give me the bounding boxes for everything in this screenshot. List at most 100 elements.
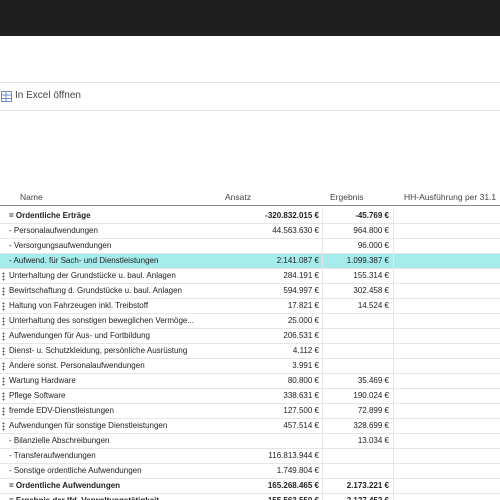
cell: 35.469 € (357, 376, 389, 385)
table-row[interactable]: Unterhaltung der Grundstücke u. baul. An… (0, 269, 500, 284)
cell: Pflege Software (9, 391, 66, 400)
cell: = Ergebnis der lfd. Verwaltungstätigkeit (9, 494, 221, 500)
column-divider (393, 314, 394, 329)
column-divider (322, 239, 323, 254)
cell: - Sonstige ordentliche Aufwendungen (9, 466, 142, 475)
column-divider (393, 344, 394, 359)
cell: Wartung Hardware (9, 376, 76, 385)
cell: 302.458 € (353, 286, 389, 295)
column-divider (393, 419, 394, 434)
cell: 1.749.804 € (276, 466, 319, 475)
column-header[interactable]: Ergebnis (330, 192, 364, 202)
column-divider (322, 374, 323, 389)
column-divider (393, 254, 394, 269)
column-divider (322, 224, 323, 239)
table-row[interactable]: = Ergebnis der lfd. Verwaltungstätigkeit… (0, 494, 500, 500)
table-row[interactable]: Andere sonst. Personalaufwendungen 3.991 … (0, 359, 500, 374)
drag-handle[interactable] (2, 362, 5, 371)
column-header[interactable]: Ansatz (225, 192, 251, 202)
header-divider (0, 205, 500, 206)
column-divider (322, 284, 323, 299)
cell: Aufwendungen für sonstige Dienstleistung… (9, 421, 168, 430)
table-row[interactable]: - Sonstige ordentliche Aufwendungen 1.749… (0, 464, 500, 479)
cell: 338.631 € (283, 391, 319, 400)
drag-handle[interactable] (2, 302, 5, 311)
cell: 155.314 € (353, 271, 389, 280)
table-row[interactable]: Unterhaltung des sonstigen beweglichen V… (0, 314, 500, 329)
table-row[interactable]: - Bilanzielle Abschreibungen 13.034 € (0, 434, 500, 449)
column-divider (393, 479, 394, 494)
column-divider (393, 374, 394, 389)
cell: 2.173.221 € (346, 481, 389, 490)
drag-handle[interactable] (2, 392, 5, 401)
table-row[interactable]: - Aufwend. für Sach- und Dienstleistunge… (0, 254, 500, 269)
excel-button[interactable]: In Excel öffnen (0, 89, 200, 105)
drag-handle[interactable] (2, 422, 5, 431)
table-row[interactable]: Aufwendungen für sonstige Dienstleistung… (0, 419, 500, 434)
cell: - Personalaufwendungen (9, 226, 98, 235)
divider (0, 110, 500, 111)
column-divider (393, 404, 394, 419)
column-divider (393, 269, 394, 284)
column-divider (322, 479, 323, 494)
cell: 13.034 € (357, 436, 389, 445)
excel-icon (1, 91, 12, 102)
cell: 14.524 € (357, 301, 389, 310)
cell: Dienst- u. Schutzkleidung, persönliche A… (9, 346, 188, 355)
cell: 2.127.452 € (325, 494, 389, 500)
table-row[interactable]: - Versorgungsaufwendungen 96.000 € (0, 239, 500, 254)
table-row[interactable]: Wartung Hardware 80.800 € 35.469 € (0, 374, 500, 389)
table-row[interactable]: - Transferaufwendungen 116.813.944 € (0, 449, 500, 464)
cell: Aufwendungen für Aus- und Fortbildung (9, 331, 150, 340)
drag-handle[interactable] (2, 287, 5, 296)
table-row[interactable]: Aufwendungen für Aus- und Fortbildung 206… (0, 329, 500, 344)
table-row[interactable]: - Personalaufwendungen 44.563.630 € 964.80… (0, 224, 500, 239)
drag-handle[interactable] (2, 332, 5, 341)
column-divider (393, 239, 394, 254)
column-divider (322, 269, 323, 284)
cell: 4.112 € (292, 346, 319, 355)
cell: 2.141.087 € (276, 256, 319, 265)
cell: = Ordentliche Erträge (9, 211, 91, 220)
cell: fremde EDV-Dienstleistungen (9, 406, 114, 415)
table-row[interactable]: Bewirtschaftung d. Grundstücke u. baul. … (0, 284, 500, 299)
cell: 1.099.387 € (346, 256, 389, 265)
drag-handle[interactable] (2, 377, 5, 386)
cell: 284.191 € (283, 271, 319, 280)
table: Name Ansatz Ergebnis HH-Ausführung per 3… (0, 189, 500, 500)
drag-handle[interactable] (2, 347, 5, 356)
column-divider (322, 389, 323, 404)
cell: - Bilanzielle Abschreibungen (9, 436, 110, 445)
table-row[interactable]: Pflege Software 338.631 € 190.024 € (0, 389, 500, 404)
cell: -320.832.015 € (265, 211, 319, 220)
table-row[interactable]: = Ordentliche Erträge -320.832.015 € -45.7… (0, 209, 500, 224)
cell: 116.813.944 € (268, 451, 319, 460)
cell: 44.563.630 € (272, 226, 319, 235)
column-divider (393, 359, 394, 374)
table-row[interactable]: fremde EDV-Dienstleistungen 127.500 € 72.8… (0, 404, 500, 419)
column-divider (322, 434, 323, 449)
column-divider (393, 449, 394, 464)
drag-handle[interactable] (2, 407, 5, 416)
drag-handle[interactable] (2, 272, 5, 281)
column-divider (393, 299, 394, 314)
column-header[interactable]: Name (20, 192, 43, 202)
column-divider (393, 224, 394, 239)
table-row[interactable]: Haltung von Fahrzeugen inkl. Treibstoff 1… (0, 299, 500, 314)
column-divider (322, 404, 323, 419)
column-divider (393, 284, 394, 299)
cell: 17.821 € (287, 301, 319, 310)
cell: 127.500 € (283, 406, 319, 415)
cell: Andere sonst. Personalaufwendungen (9, 361, 145, 370)
cell: 594.997 € (283, 286, 319, 295)
cell: 457.514 € (283, 421, 319, 430)
cell: - Versorgungsaufwendungen (9, 241, 112, 250)
cell: 25.000 € (287, 316, 319, 325)
column-header[interactable]: HH-Ausführung per 31.1 (404, 192, 497, 202)
cell: 190.024 € (353, 391, 389, 400)
table-row[interactable]: = Ordentliche Aufwendungen 165.268.465 € 2… (0, 479, 500, 494)
column-divider (322, 314, 323, 329)
table-row[interactable]: Dienst- u. Schutzkleidung, persönliche A… (0, 344, 500, 359)
drag-handle[interactable] (2, 317, 5, 326)
